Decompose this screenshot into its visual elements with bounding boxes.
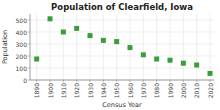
chart: 0 100 200 300 400 500 1890 1900 1910 1920 1930 1940…: [0, 0, 220, 110]
tick-label: 1980: [153, 83, 160, 98]
title: Population of Clearfield, Iowa: [51, 2, 193, 12]
point: [168, 58, 173, 63]
point: [208, 71, 213, 76]
tick: [156, 80, 157, 82]
grid-line: [30, 20, 214, 21]
tick: [103, 80, 104, 82]
grid-line: [30, 32, 214, 33]
grid-line: [103, 14, 104, 80]
tick-label: 1930: [87, 83, 94, 98]
point: [141, 52, 146, 57]
tick-label: 100: [16, 65, 28, 72]
tick-label: 2010: [193, 83, 200, 98]
grid-line: [90, 14, 91, 80]
x-axis-line: [30, 80, 214, 81]
points: [34, 16, 212, 76]
tick-label: 1950: [113, 83, 120, 98]
tick: [170, 80, 171, 82]
grid-line: [116, 14, 117, 80]
tick-label: 1940: [100, 83, 107, 98]
tick: [116, 80, 117, 82]
tick: [210, 80, 211, 82]
grid-line: [196, 14, 197, 80]
tick: [90, 80, 91, 82]
tick-label: 1960: [127, 83, 134, 98]
tick-label: 1890: [33, 83, 40, 98]
y-axis-line: [30, 14, 31, 80]
grid-line: [210, 14, 211, 80]
grid-line: [170, 14, 171, 80]
tick-label: 1900: [47, 83, 54, 98]
grid-line: [30, 68, 214, 69]
tick-label: 500: [16, 17, 28, 24]
tick-label: 300: [16, 41, 28, 48]
point: [48, 16, 53, 21]
grid-line: [63, 14, 64, 80]
point: [128, 45, 133, 50]
tick: [28, 80, 30, 81]
tick: [36, 80, 37, 82]
grid-line: [36, 14, 37, 80]
y-label: Population: [1, 30, 9, 64]
grid-line: [156, 14, 157, 80]
grid-line: [76, 14, 77, 80]
tick-label: 2020: [207, 83, 214, 98]
point: [74, 26, 79, 31]
grid-line: [183, 14, 184, 80]
point: [194, 63, 199, 68]
point: [181, 61, 186, 66]
tick-label: 200: [16, 53, 28, 60]
point: [88, 33, 93, 38]
tick: [130, 80, 131, 82]
point: [154, 57, 159, 62]
tick: [28, 44, 30, 45]
grid-line: [50, 14, 51, 80]
point: [61, 30, 66, 35]
tick: [28, 20, 30, 21]
tick: [28, 32, 30, 33]
grid-line: [143, 14, 144, 80]
tick: [28, 56, 30, 57]
grid-line: [30, 80, 214, 81]
tick: [143, 80, 144, 82]
tick: [50, 80, 51, 82]
grid-line: [30, 56, 214, 57]
tick: [28, 68, 30, 69]
tick: [76, 80, 77, 82]
point: [34, 57, 39, 62]
tick: [63, 80, 64, 82]
x-label: Census Year: [102, 101, 142, 109]
tick: [183, 80, 184, 82]
tick-label: 1910: [60, 83, 67, 98]
tick-label: 0: [23, 77, 27, 84]
point: [101, 38, 106, 43]
tick-label: 1970: [140, 83, 147, 98]
grid-line: [30, 44, 214, 45]
tick-label: 1990: [167, 83, 174, 98]
point: [114, 39, 119, 44]
tick-label: 1920: [73, 83, 80, 98]
tick-label: 2000: [180, 83, 187, 98]
tick-label: 400: [16, 29, 28, 36]
ticks: 0 100 200 300 400 500 1890 1900 1910 1920 1930 1940…: [16, 17, 214, 99]
grid: [30, 14, 214, 80]
tick: [196, 80, 197, 82]
